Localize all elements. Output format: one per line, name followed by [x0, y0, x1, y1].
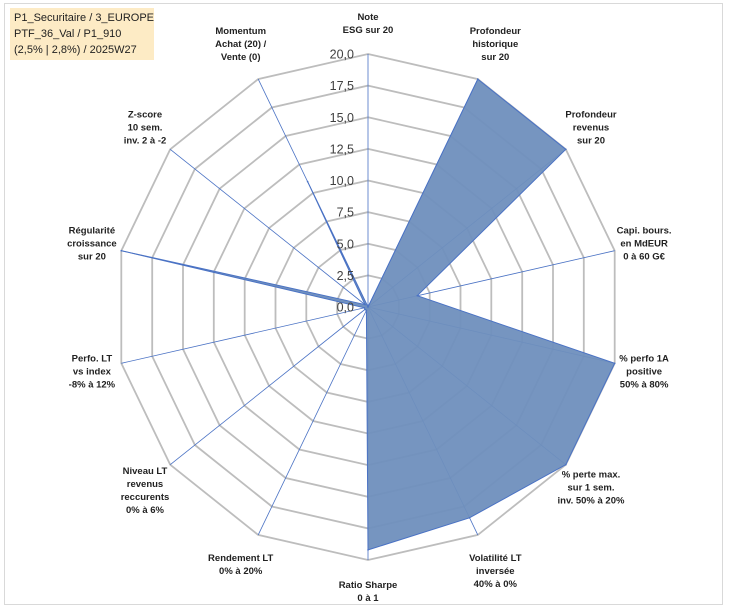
axis-label-line: 0% à 6%: [126, 505, 165, 516]
axis-label-line: 40% à 0%: [474, 579, 518, 590]
axis-label: Perfo. LT vs index -8% à 12%: [69, 354, 116, 391]
tick-label: 5,0: [337, 237, 354, 251]
tick-label: 17,5: [330, 79, 354, 93]
portfolio-info-box: P1_Securitaire / 3_EUROPE PTF_36_Val / P…: [10, 8, 154, 60]
axis-label: Niveau LT revenus reccurents 0% à 6%: [121, 466, 170, 516]
tick-label: 2,5: [337, 269, 354, 283]
tick-label: 10,0: [330, 174, 354, 188]
axis-label: Rendement LT 0% à 20%: [208, 553, 273, 577]
axis-label-line: sur 20: [481, 52, 509, 63]
axis-label-line: Momentum: [215, 26, 266, 37]
axis-label-line: Volatilité LT: [469, 553, 522, 564]
tick-label: 15,0: [330, 111, 354, 125]
axis-label-line: 0 à 1: [357, 593, 379, 604]
series-point: [565, 148, 567, 151]
axis-label-line: sur 20: [78, 251, 106, 262]
tick-label: 12,5: [330, 142, 354, 156]
axis-label-line: sur 20: [577, 136, 605, 147]
axis-label-line: % perte max.: [562, 470, 621, 481]
series-point: [306, 180, 309, 183]
axis-label-line: sur 1 sem.: [568, 483, 615, 494]
series-point: [416, 294, 419, 297]
axis-label: Note ESG sur 20: [343, 12, 394, 36]
axis-label-line: positive: [626, 367, 662, 378]
axis-label-line: historique: [472, 39, 518, 50]
axis-spoke: [121, 306, 369, 364]
axis-label: Ratio Sharpe 0 à 1: [339, 580, 398, 604]
series-point: [468, 517, 471, 519]
axis-label-line: 0 à 60 G€: [623, 251, 665, 262]
axis-spoke: [169, 306, 369, 466]
axis-spoke: [257, 306, 369, 536]
series-point: [120, 249, 123, 252]
axis-label: Volatilité LT inversée 40% à 0%: [469, 553, 522, 590]
axis-label-line: 0% à 20%: [219, 566, 263, 577]
series-point: [364, 303, 366, 306]
axis-label-line: Note: [357, 12, 378, 23]
axis-label: Momentum Achat (20) / Vente (0): [215, 26, 267, 63]
radial-tick-labels: 0,0 2,5 5,0 7,5 10,0 12,5 15,0 17,5 20,0: [330, 48, 354, 315]
axis-label: Capi. bours. en MdEUR 0 à 60 G€: [617, 225, 672, 262]
axis-label-line: Rendement LT: [208, 553, 273, 564]
series-point: [364, 308, 366, 311]
axis-label-line: revenus: [573, 123, 609, 134]
axis-label: % perfo 1A positive 50% à 80%: [619, 354, 669, 391]
axis-label-line: Profondeur: [470, 26, 521, 37]
series-point: [477, 78, 479, 80]
axis-label: Profondeur historique sur 20: [470, 26, 521, 63]
axis-label-line: Profondeur: [565, 110, 616, 121]
axis-label-line: inversée: [476, 566, 515, 577]
axis-label-line: inv. 50% à 20%: [558, 496, 625, 507]
radar-series: [120, 78, 616, 551]
series-point: [365, 309, 368, 312]
axis-label-line: -8% à 12%: [69, 380, 116, 391]
axis-label-line: Régularité: [69, 225, 115, 236]
axis-label-line: croissance: [67, 238, 117, 249]
axis-label: % perte max. sur 1 sem. inv. 50% à 20%: [558, 470, 625, 507]
info-line-fund: PTF_36_Val / P1_910: [14, 28, 122, 40]
series-point: [367, 549, 369, 551]
axis-label: Profondeur revenus sur 20: [565, 110, 616, 147]
tick-label: 7,5: [337, 206, 354, 220]
series-point: [565, 463, 567, 466]
axis-label-line: en MdEUR: [620, 238, 668, 249]
axis-label: Z-score 10 sem. inv. 2 à -2: [124, 110, 167, 147]
info-line-portfolio: P1_Securitaire / 3_EUROPE: [14, 12, 155, 24]
axis-label-line: revenus: [127, 479, 163, 490]
axis-label-line: Niveau LT: [123, 466, 168, 477]
axis-label-line: Perfo. LT: [72, 354, 113, 365]
axis-label-line: vs index: [73, 367, 112, 378]
axis-label-line: Capi. bours.: [617, 225, 672, 236]
axis-label-line: 10 sem.: [128, 123, 163, 134]
tick-label: 20,0: [330, 48, 354, 62]
axis-spoke: [169, 148, 369, 308]
axis-label-line: Z-score: [128, 110, 162, 121]
tick-label: 0,0: [337, 301, 354, 315]
axis-label-line: Vente (0): [221, 52, 261, 63]
info-line-period: (2,5% | 2,8%) / 2025W27: [14, 44, 137, 56]
axis-labels: Note ESG sur 20 Profondeur historique sur 20…: [67, 12, 671, 604]
axis-label-line: Achat (20) /: [215, 39, 267, 50]
series-point: [367, 306, 369, 308]
axis-label-line: ESG sur 20: [343, 25, 394, 36]
axis-label-line: % perfo 1A: [619, 354, 669, 365]
axis-label-line: reccurents: [121, 492, 170, 503]
axis-label-line: inv. 2 à -2: [124, 136, 167, 147]
series-point: [363, 307, 366, 309]
series-point: [613, 362, 616, 365]
axis-label-line: 50% à 80%: [620, 380, 669, 391]
axis-label: Régularité croissance sur 20: [67, 225, 117, 262]
axis-label-line: Ratio Sharpe: [339, 580, 398, 591]
